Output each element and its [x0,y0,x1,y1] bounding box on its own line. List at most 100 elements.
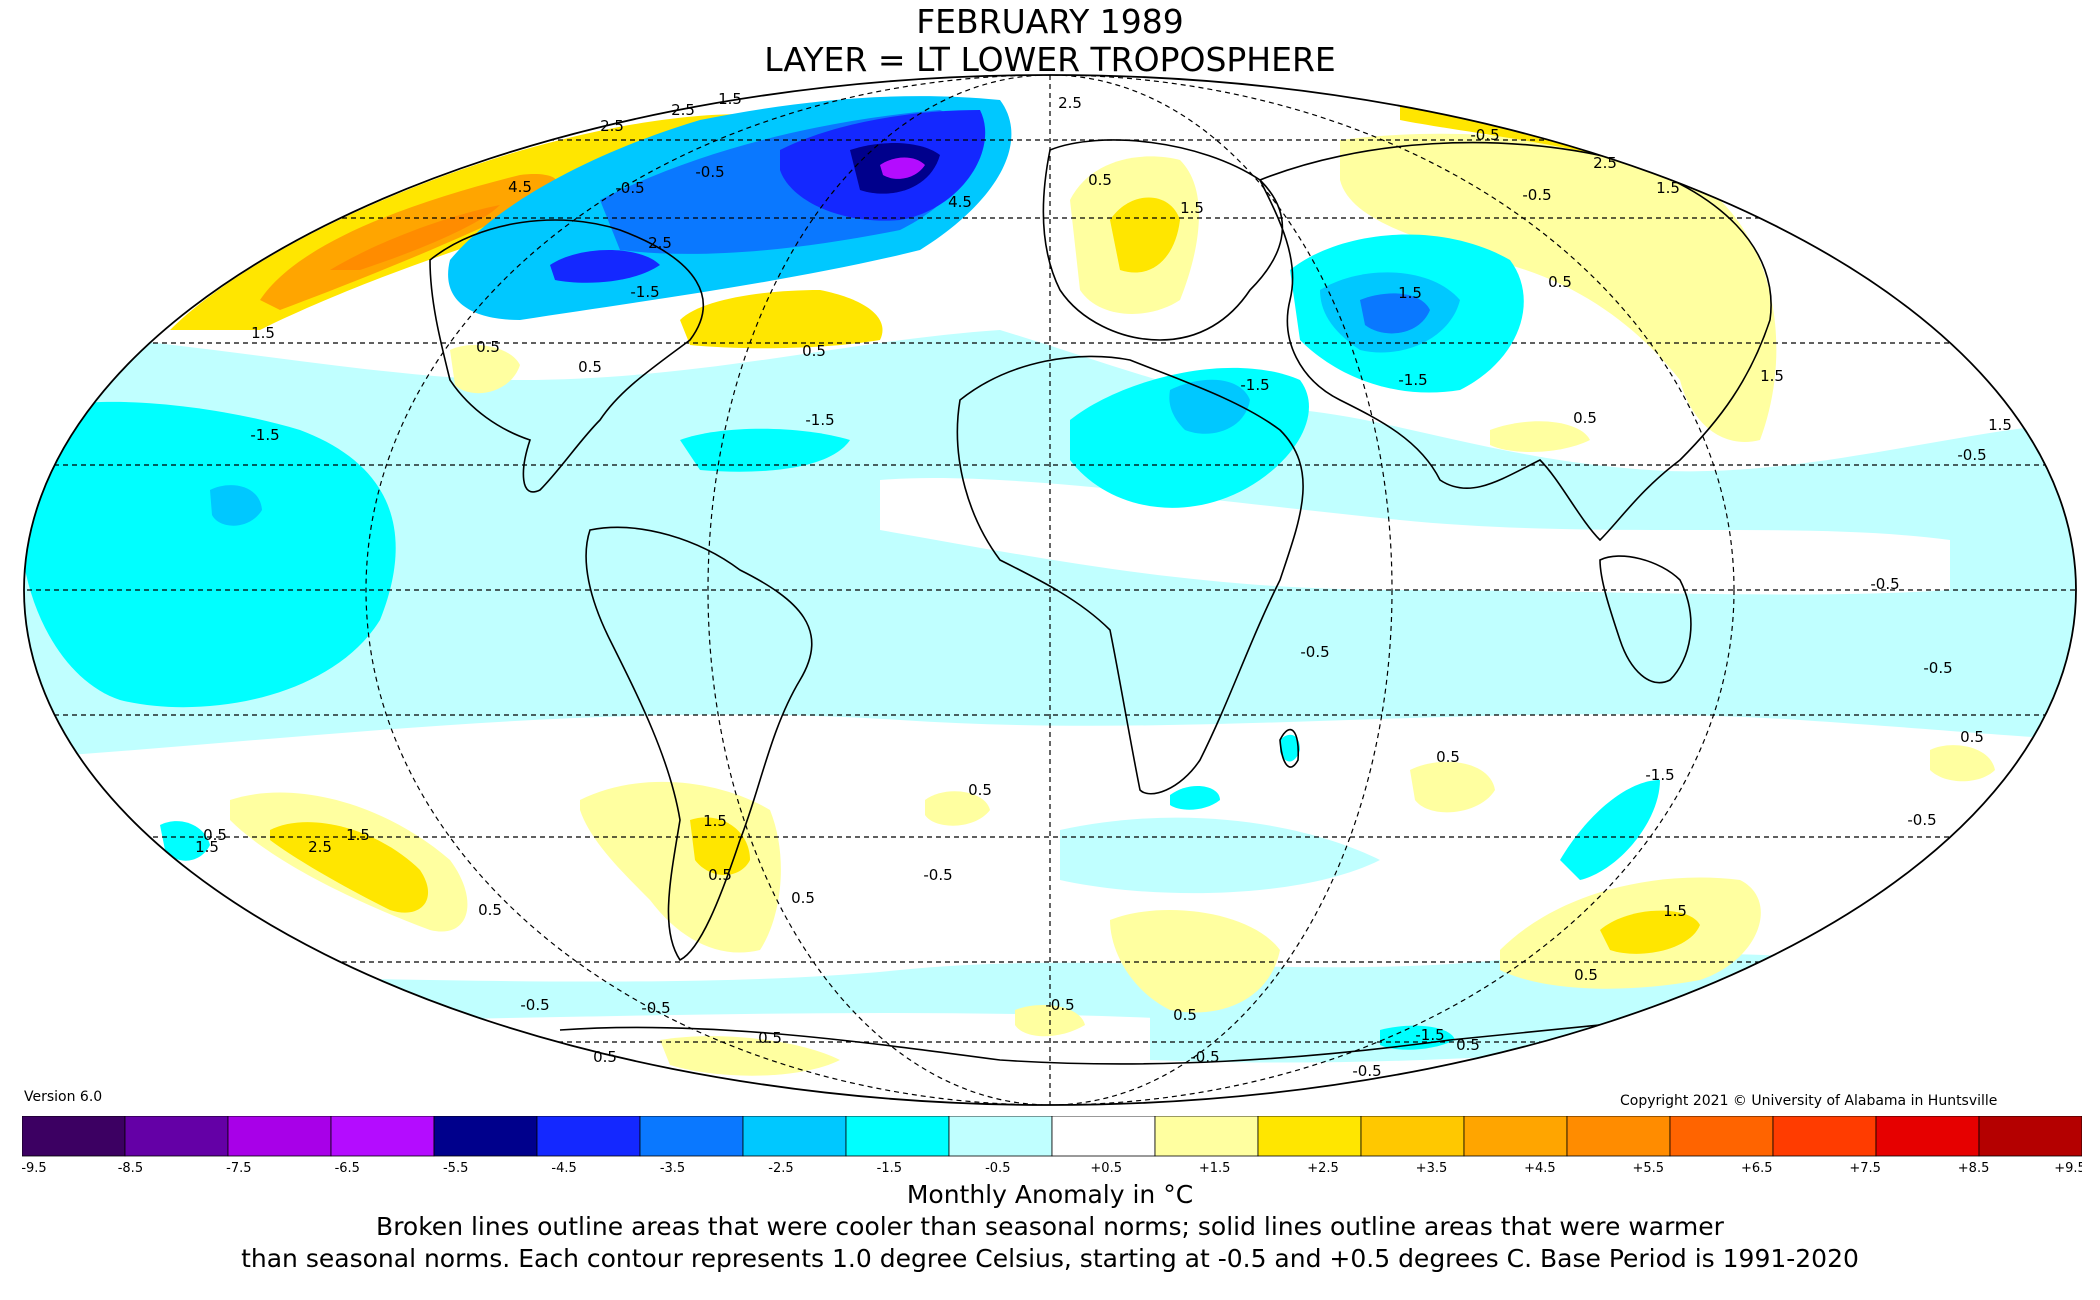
contour-label: -0.5 [923,866,952,884]
warm-region-siberia [1340,133,1777,442]
colorbar-tick-label: -6.5 [335,1161,360,1176]
colorbar-label: Monthly Anomaly in °C [906,1180,1194,1209]
colorbar-tick-label: +6.5 [1741,1161,1773,1176]
warm-region-south-pacific-west-core [270,822,429,913]
colorbar-swatch [536,1116,641,1157]
cold-region-north-africa-core [1169,379,1250,434]
contour-label: -0.5 [1300,643,1329,661]
contour-label: 0.5 [593,1048,617,1066]
contour-label: -1.5 [630,283,659,301]
colorbar-tick-label: +4.5 [1524,1161,1556,1176]
colorbar-tick-label: +7.5 [1849,1161,1881,1176]
contour-label: 0.5 [791,889,815,907]
contour-label: 0.5 [1173,1006,1197,1024]
contour-label: 0.5 [203,826,227,844]
map-subtitle: LAYER = LT LOWER TROPOSPHERE [764,40,1336,79]
contour-label: 1.5 [703,812,727,830]
footnote-line1: Broken lines outline areas that were coo… [376,1212,1724,1241]
colorbar-swatches [22,1116,2082,1157]
contour-label: 0.5 [1088,171,1112,189]
warm-region-south-atlantic [1110,910,1280,1013]
contour-label: 0.5 [758,1029,782,1047]
colorbar-tick-label: -3.5 [660,1161,685,1176]
colorbar-tick-label: -0.5 [985,1161,1010,1176]
colorbar-tick-label: -1.5 [877,1161,902,1176]
warm-region-mid-atlantic [925,791,990,826]
contour-label: -0.5 [615,179,644,197]
colorbar-swatch [948,1116,1053,1157]
contour-label: -0.5 [641,999,670,1017]
cold-region-canada-west [550,250,660,283]
contour-label: 0.5 [478,901,502,919]
colorbar-ticks: -9.5 -8.5 -7.5 -6.5 -5.5 -4.5 -3.5 -2.5 -1.5 -0.5… [22,1161,2082,1176]
contour-label: 2.5 [600,117,624,135]
contour-label: 0.5 [802,342,826,360]
contour-label: 2.5 [308,838,332,856]
colorbar-swatch [1154,1116,1259,1157]
contour-label: -0.5 [695,163,724,181]
colorbar-swatch [227,1116,332,1157]
contour-label: 0.5 [578,358,602,376]
colorbar-swatch [1772,1116,1877,1157]
colorbar-swatch [845,1116,950,1157]
colorbar-tick-label: -2.5 [768,1161,793,1176]
contour-label: 1.5 [195,838,219,856]
contour-label: -0.5 [1870,575,1899,593]
contour-label: 1.5 [1663,902,1687,920]
cool-patch-antarctic [1150,989,1900,1063]
colorbar-tick-label: +0.5 [1090,1161,1122,1176]
contour-label: 4.5 [508,178,532,196]
colorbar-swatch [1669,1116,1774,1157]
colorbar-swatch [1051,1116,1156,1157]
contour-label: 0.5 [1436,748,1460,766]
warm-region-north-atlantic [680,290,883,349]
contour-labels: 1.52.52.54.5-0.5-0.52.5-1.54.52.51.50.5-… [195,90,2012,1080]
contour-label: -1.5 [1398,371,1427,389]
warm-region-west-us [450,345,520,394]
continent-outlines [429,139,1772,1065]
contour-label: -0.5 [1470,126,1499,144]
contour-label: 0.5 [1960,728,1984,746]
contour-label: -0.5 [1957,446,1986,464]
colorbar-swatch [1257,1116,1362,1157]
contour-label: 2.5 [1593,154,1617,172]
contour-label: -1.5 [250,426,279,444]
colorbar-tick-label: +8.5 [1958,1161,1990,1176]
contour-label: 0.5 [968,781,992,799]
cold-region-central-asia-deep [1360,293,1430,334]
contour-label: -1.5 [1415,1026,1444,1044]
colorbar-tick-label: +3.5 [1416,1161,1448,1176]
contour-label: 0.5 [1548,273,1572,291]
contour-label: 0.5 [708,866,732,884]
map-outline [23,74,2077,1106]
cold-region-east-pacific [24,401,396,708]
warm-region-mid-pacific [1410,761,1495,813]
colorbar-tick-label: -9.5 [22,1161,47,1176]
contour-label: -0.5 [1045,996,1074,1014]
warm-region-india [1490,421,1590,452]
graticule [24,75,2076,1105]
colorbar-tick-label: -5.5 [443,1161,468,1176]
contour-label: 1.5 [1760,367,1784,385]
version-label: Version 6.0 [24,1089,103,1105]
colorbar-swatch [1463,1116,1568,1157]
contour-label: 2.5 [1058,94,1082,112]
warm-region-south-pacific-east-core [1600,910,1700,954]
warm-region-indian-ocean [1930,745,1995,782]
map-title: FEBRUARY 1989 [916,2,1184,41]
contour-label: 1.5 [346,826,370,844]
contour-label: 4.5 [948,193,972,211]
colorbar-tick-label: -8.5 [118,1161,143,1176]
colorbar-tick-label: +1.5 [1199,1161,1231,1176]
colorbar-swatch [1978,1116,2082,1157]
contour-label: 1.5 [251,324,275,342]
colorbar-swatch [1875,1116,1980,1157]
colorbar: -9.5 -8.5 -7.5 -6.5 -5.5 -4.5 -3.5 -2.5 -1.5 -0.5… [22,1116,2082,1176]
contour-label: -0.5 [1907,811,1936,829]
colorbar-swatch [742,1116,847,1157]
colorbar-swatch [639,1116,744,1157]
colorbar-swatch [124,1116,229,1157]
contour-label: 2.5 [648,234,672,252]
contour-label: 0.5 [1456,1036,1480,1054]
cold-region-madagascar [1280,734,1300,762]
